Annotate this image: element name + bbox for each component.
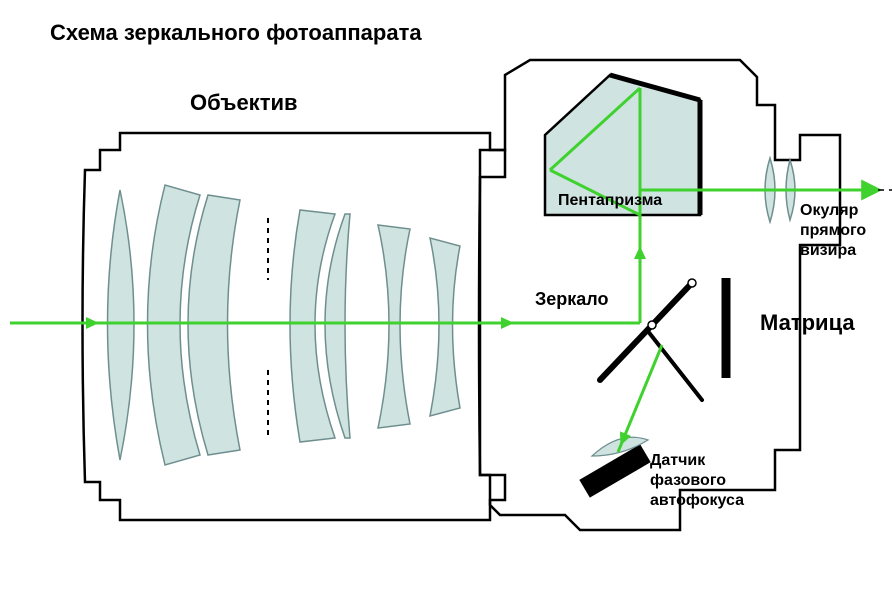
mirror-pivot-0 xyxy=(688,279,696,287)
mirror-pivot-1 xyxy=(648,321,656,329)
svg-text:Окуляр: Окуляр xyxy=(800,202,859,219)
lens-element-6 xyxy=(430,238,460,416)
lens-elements xyxy=(108,185,461,465)
ray-arrow-up xyxy=(634,246,646,259)
lens-element-4 xyxy=(325,214,350,438)
ray-arrow-mid xyxy=(501,317,514,329)
diagram-title: Схема зеркального фотоаппарата xyxy=(50,20,422,45)
svg-text:автофокуса: автофокуса xyxy=(650,492,744,509)
label-mirror: Зеркало xyxy=(535,289,609,309)
label-lens: Объектив xyxy=(190,90,298,115)
svg-text:Датчик: Датчик xyxy=(650,452,706,469)
slr-diagram: Схема зеркального фотоаппарата Объектив Зе… xyxy=(0,0,892,592)
lens-element-0 xyxy=(108,190,135,460)
label-af: Датчик фазового автофокуса xyxy=(650,452,744,509)
ray-arrow-entry xyxy=(86,317,99,329)
label-eyepiece: Окуляр прямого визира xyxy=(800,202,866,259)
svg-text:фазового: фазового xyxy=(650,472,726,489)
svg-text:прямого: прямого xyxy=(800,222,866,239)
lens-element-2 xyxy=(188,195,240,455)
label-sensor: Матрица xyxy=(760,310,855,335)
svg-text:визира: визира xyxy=(800,242,856,259)
lens-element-5 xyxy=(378,225,410,428)
label-pentaprism: Пентапризма xyxy=(558,192,662,209)
